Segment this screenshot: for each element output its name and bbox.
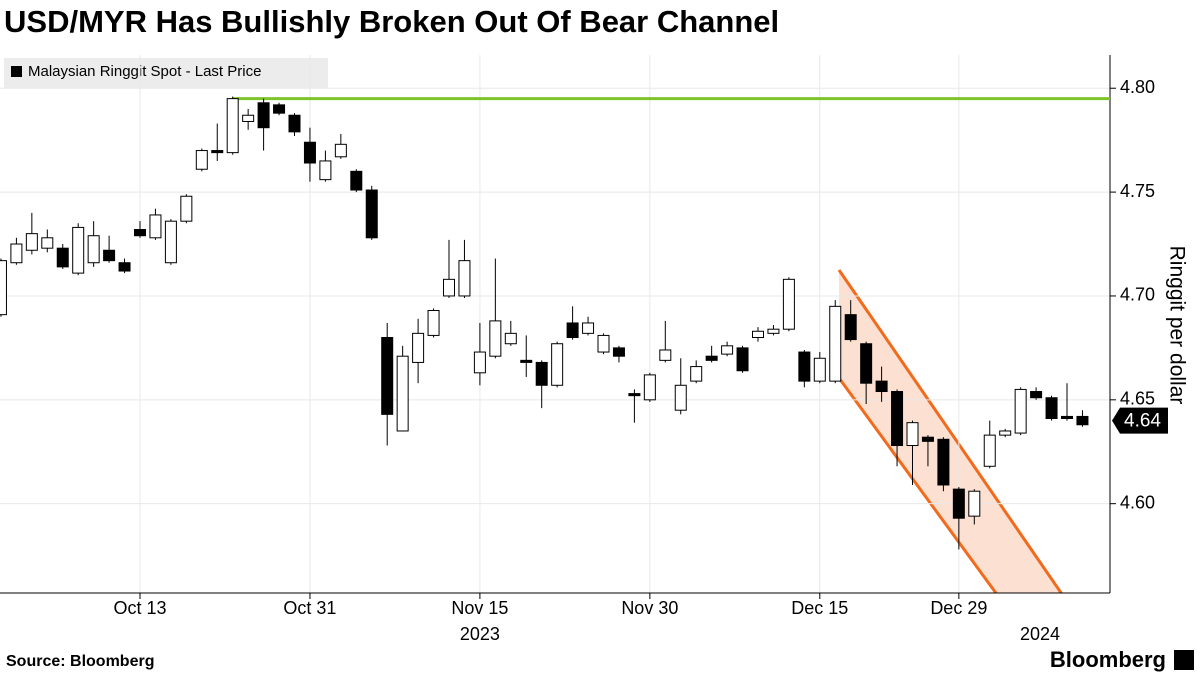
candle-body — [118, 262, 131, 272]
candle-body — [0, 260, 7, 316]
candle-body — [628, 393, 641, 397]
y-tick-label: 4.60 — [1120, 492, 1155, 512]
candle-body — [396, 355, 409, 432]
x-tick-label: Nov 30 — [621, 598, 678, 618]
candle-body — [566, 322, 579, 339]
candle-body — [736, 347, 749, 372]
candle-body — [690, 366, 703, 382]
candle-body — [134, 228, 146, 237]
candle-body — [149, 214, 162, 239]
candle-body — [1030, 391, 1043, 399]
y-axis-label: Ringgit per dollar — [1165, 246, 1188, 405]
candle-body — [350, 170, 363, 191]
candle-body — [87, 235, 100, 264]
candle-body — [365, 189, 378, 239]
candle-body — [891, 391, 904, 447]
channel-lower — [837, 377, 998, 593]
x-tick-label: Dec 15 — [791, 598, 848, 618]
x-tick-label: Oct 31 — [283, 598, 336, 618]
candle-body — [612, 347, 625, 357]
last-price-tag — [1112, 407, 1168, 434]
legend-box — [4, 58, 328, 88]
candle-body — [952, 488, 965, 519]
channel — [837, 269, 1064, 593]
candle-body — [10, 243, 23, 264]
candle-body — [473, 351, 486, 374]
candle-body — [1045, 397, 1058, 420]
candle-body — [582, 322, 595, 334]
brand-icon — [1174, 650, 1194, 670]
candle-body — [705, 355, 718, 361]
candle-body — [164, 220, 177, 264]
candle-body — [489, 320, 502, 357]
candle-body — [999, 430, 1012, 436]
candle-body — [303, 141, 316, 164]
candle-body — [968, 490, 981, 517]
last-price-label: 4.64 — [1124, 411, 1161, 432]
candle-body — [643, 374, 656, 401]
candle-body — [195, 150, 208, 170]
candle-body — [226, 98, 239, 154]
candle-body — [25, 233, 38, 251]
candle-body — [782, 278, 795, 330]
candle-body — [103, 249, 116, 262]
y-tick-label: 4.80 — [1120, 77, 1155, 97]
chart-title: USD/MYR Has Bullishly Broken Out Of Bear… — [4, 4, 779, 39]
candle-body — [921, 436, 934, 442]
candle-body — [597, 334, 610, 353]
source: Source: Bloomberg — [6, 653, 154, 670]
candle-body — [551, 343, 564, 386]
candle-body — [906, 422, 919, 447]
candle-body — [242, 114, 255, 122]
candle-body — [721, 345, 734, 355]
y-tick-label: 4.70 — [1120, 285, 1155, 305]
candle-body — [381, 337, 394, 415]
candle-body — [535, 361, 548, 386]
candle-body — [813, 357, 826, 382]
candle-body — [257, 102, 270, 129]
candle-body — [752, 330, 764, 339]
candle-body — [412, 332, 425, 363]
candle-body — [273, 104, 286, 114]
candle-body — [860, 343, 873, 384]
brand: Bloomberg — [1050, 647, 1166, 672]
candle-body — [72, 226, 85, 274]
candle-body — [1061, 415, 1073, 420]
candle-body — [56, 247, 69, 268]
year-label: 2023 — [460, 624, 500, 644]
candle-body — [844, 314, 857, 341]
candle-body — [674, 384, 687, 411]
y-tick-label: 4.65 — [1120, 389, 1155, 409]
candle-body — [443, 278, 455, 297]
candle-body — [659, 349, 672, 361]
candle-body — [767, 328, 780, 334]
candle-body — [180, 195, 193, 222]
legend-swatch — [11, 66, 22, 77]
x-tick-label: Nov 15 — [451, 598, 508, 618]
candle-body — [41, 237, 54, 249]
candle-body — [1076, 415, 1089, 426]
year-label: 2024 — [1020, 624, 1060, 644]
candle-body — [319, 160, 332, 181]
candles — [0, 96, 1089, 550]
candle-body — [504, 332, 517, 345]
candle-body — [875, 380, 888, 393]
candle-body — [937, 438, 950, 486]
candle-body — [288, 114, 301, 133]
channel-upper — [837, 269, 1064, 593]
legend-label: Malaysian Ringgit Spot - Last Price — [28, 63, 261, 80]
x-tick-label: Dec 29 — [930, 598, 987, 618]
candle-body — [1014, 388, 1027, 434]
candle-body — [458, 260, 471, 297]
x-tick-label: Oct 13 — [113, 598, 166, 618]
candle-body — [211, 150, 224, 154]
candle-body — [829, 305, 842, 382]
candle-body — [983, 434, 996, 467]
y-tick-label: 4.75 — [1120, 181, 1155, 201]
candle-body — [427, 309, 440, 336]
candle-body — [334, 143, 347, 158]
candle-body — [520, 359, 533, 363]
candle-body — [798, 351, 811, 382]
